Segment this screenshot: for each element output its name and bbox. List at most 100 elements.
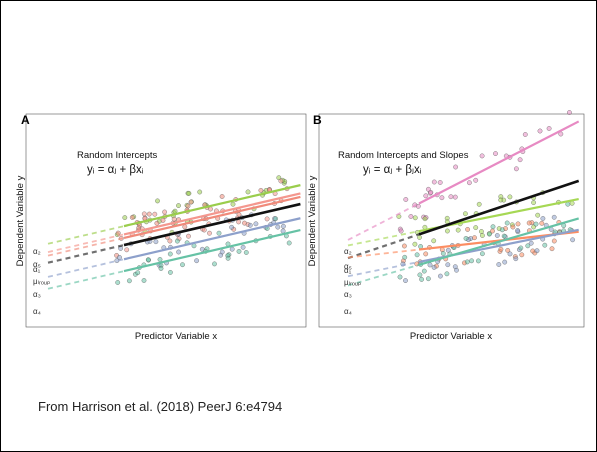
data-point — [426, 276, 431, 282]
data-point — [504, 220, 510, 226]
data-point — [452, 264, 458, 270]
data-point — [201, 227, 207, 233]
data-point — [507, 194, 513, 200]
data-point — [479, 153, 485, 159]
data-point — [275, 224, 281, 230]
data-point — [247, 222, 253, 228]
data-point — [537, 128, 543, 134]
series-line — [123, 202, 301, 247]
group-label: μₗᵣₒᵤₚ — [344, 278, 361, 287]
data-point — [258, 188, 264, 193]
panel-b-equation: yᵢ = αⱼ + βⱼxᵢ — [363, 164, 422, 176]
data-point — [473, 225, 479, 230]
data-point — [240, 244, 246, 250]
data-point — [439, 195, 445, 201]
data-point — [212, 261, 217, 267]
panel-a: A Random Intercepts yᵢ = αⱼ + βxᵢ Predic… — [15, 113, 307, 342]
data-point — [175, 238, 180, 244]
data-point — [476, 258, 481, 264]
data-point — [448, 194, 454, 200]
group-label: μₗᵣₒᵤₚ — [33, 277, 50, 286]
series-line — [123, 229, 301, 273]
series-line — [418, 120, 580, 205]
data-point — [438, 273, 443, 279]
data-point — [172, 208, 178, 214]
data-point — [412, 241, 418, 247]
data-point — [531, 200, 536, 205]
extrapolated-line — [47, 270, 125, 290]
data-point — [236, 249, 242, 254]
data-point — [423, 193, 429, 199]
data-point — [510, 224, 516, 230]
data-point — [453, 164, 458, 170]
panel-a-title: Random Intercepts — [77, 150, 158, 161]
series-line — [418, 217, 580, 266]
data-point — [229, 224, 234, 230]
data-point — [519, 252, 525, 258]
group-label: α₂ — [33, 247, 41, 256]
data-point — [153, 239, 159, 245]
data-point — [514, 166, 519, 172]
extrapolated-line — [347, 233, 420, 260]
extrapolated-line — [47, 243, 125, 264]
data-point — [473, 177, 479, 183]
data-point — [253, 221, 259, 227]
data-point — [417, 235, 422, 240]
series-line — [418, 179, 580, 236]
data-point — [427, 262, 433, 268]
data-point — [417, 272, 423, 278]
data-point — [452, 194, 458, 200]
extrapolated-line — [347, 202, 420, 241]
data-point — [219, 194, 225, 199]
panel-b-y-label: Dependent Variable y — [307, 175, 318, 266]
data-point — [437, 180, 443, 185]
data-point — [155, 198, 160, 204]
group-label: α₃ — [344, 290, 352, 299]
data-point — [480, 233, 485, 238]
data-point — [490, 224, 496, 230]
group-label: α₄ — [33, 307, 41, 316]
series-line — [123, 217, 301, 261]
data-point — [242, 220, 247, 226]
data-point — [472, 235, 477, 241]
data-point — [539, 220, 545, 226]
group-label: α₄ — [344, 307, 352, 316]
data-point — [445, 262, 451, 268]
data-point — [423, 251, 429, 257]
data-point — [197, 189, 203, 195]
data-point — [540, 216, 546, 221]
data-point — [530, 248, 536, 254]
data-point — [207, 230, 212, 236]
extrapolated-line — [47, 258, 125, 278]
data-point — [570, 237, 575, 243]
panel-a-lines — [47, 184, 301, 290]
data-point — [513, 256, 519, 262]
panel-a-frame — [25, 113, 307, 328]
extrapolated-line — [47, 237, 125, 257]
data-point — [167, 251, 173, 257]
data-point — [502, 259, 508, 265]
data-point — [465, 227, 470, 232]
data-point — [403, 278, 408, 283]
data-point — [535, 212, 541, 218]
data-point — [526, 220, 532, 226]
data-point — [402, 254, 408, 260]
data-point — [567, 110, 572, 115]
data-point — [280, 228, 286, 234]
data-point — [152, 211, 158, 217]
data-point — [431, 179, 437, 185]
data-point — [517, 157, 523, 163]
data-point — [135, 270, 141, 276]
data-point — [426, 186, 431, 192]
data-point — [168, 270, 173, 275]
panel-a-x-label: Predictor Variable x — [135, 331, 217, 342]
data-point — [188, 199, 194, 205]
data-point — [421, 268, 427, 274]
data-point — [127, 278, 132, 284]
data-point — [264, 216, 270, 222]
data-point — [505, 248, 511, 253]
data-point — [463, 211, 468, 217]
data-point — [528, 240, 534, 246]
